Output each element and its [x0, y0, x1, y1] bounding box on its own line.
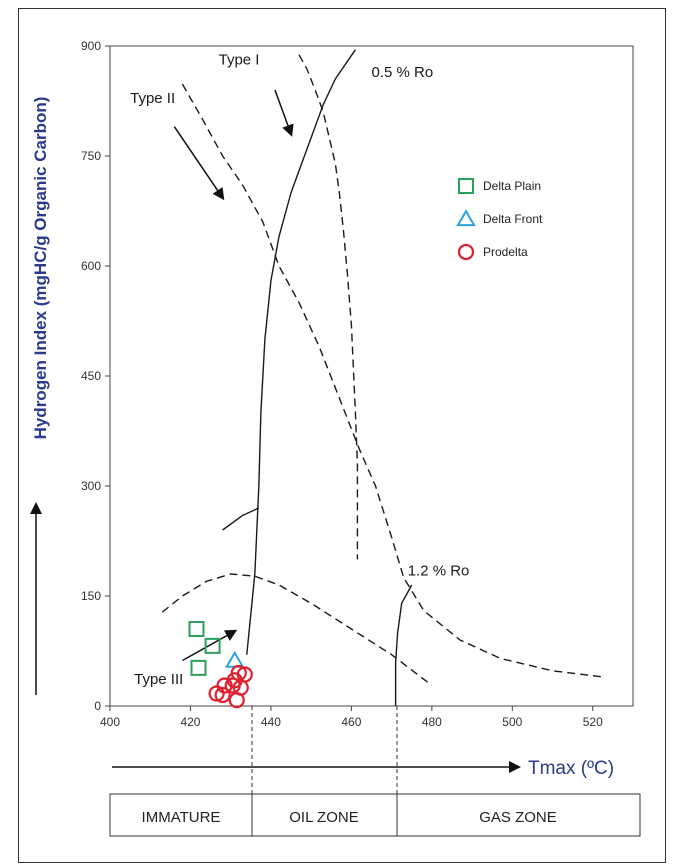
trend-arrow	[182, 629, 238, 662]
delta-plain-point	[204, 637, 221, 654]
curve-5-curve	[222, 507, 260, 531]
y-tick-label: 900	[81, 39, 101, 53]
x-tick-label: 440	[261, 715, 281, 729]
trend-arrow	[274, 89, 294, 137]
trend-arrow	[173, 126, 225, 201]
type-iii-curve	[161, 573, 433, 687]
y-tick-label: 300	[81, 479, 101, 493]
y-tick-label: 600	[81, 259, 101, 273]
legend-delta-plain-label: Delta Plain	[483, 179, 541, 193]
zone-immature: IMMATURE	[142, 809, 221, 826]
annotation-1-2-ro: 1.2 % Ro	[408, 562, 470, 579]
delta-front-point	[224, 650, 245, 668]
y-tick-label: 750	[81, 149, 101, 163]
y-tick-label: 450	[81, 369, 101, 383]
x-tick-label: 480	[422, 715, 442, 729]
legend: Delta Plain Delta Front Prodelta	[456, 178, 543, 261]
legend-delta-plain-marker	[458, 178, 474, 194]
legend-delta-front-marker	[456, 209, 476, 227]
type-i-curve	[298, 54, 359, 560]
delta-plain-point	[190, 659, 207, 676]
1-2-ro-curve	[394, 584, 413, 706]
annotation-type-ii: Type II	[130, 90, 175, 107]
figure-frame	[18, 8, 666, 863]
prodelta-point	[216, 677, 233, 694]
legend-prodelta-marker	[457, 243, 475, 261]
prodelta-point	[214, 686, 231, 704]
x-tick-label: 500	[502, 715, 522, 729]
annotation-0-5-ro: 0.5 % Ro	[372, 64, 434, 81]
x-tick-label: 400	[100, 715, 120, 729]
zone-oil: OIL ZONE	[289, 809, 358, 826]
annotation-type-i: Type I	[219, 51, 260, 68]
x-axis-label: Tmax (ºC)	[528, 758, 614, 779]
legend-prodelta-label: Prodelta	[483, 245, 528, 259]
y-tick-label: 150	[81, 589, 101, 603]
prodelta-point	[224, 677, 241, 694]
zone-gas: GAS ZONE	[479, 809, 557, 826]
x-tick-label: 420	[180, 715, 200, 729]
legend-delta-front-label: Delta Front	[483, 212, 543, 226]
x-tick-label: 520	[583, 715, 603, 729]
prodelta-point	[228, 692, 245, 709]
x-tick-label: 460	[341, 715, 361, 729]
y-axis-label: Hydrogen Index (mgHC/g Organic Carbon)	[31, 97, 50, 440]
0-5-ro-curve	[246, 49, 356, 655]
plot-area	[109, 45, 634, 707]
maturity-zone-bar: IMMATURE OIL ZONE GAS ZONE	[109, 793, 641, 837]
delta-plain-point	[188, 621, 205, 637]
annotation-type-iii: Type III	[134, 671, 183, 688]
y-tick-label: 0	[94, 699, 101, 713]
type-ii-curve	[181, 83, 601, 678]
prodelta-point	[208, 685, 225, 702]
